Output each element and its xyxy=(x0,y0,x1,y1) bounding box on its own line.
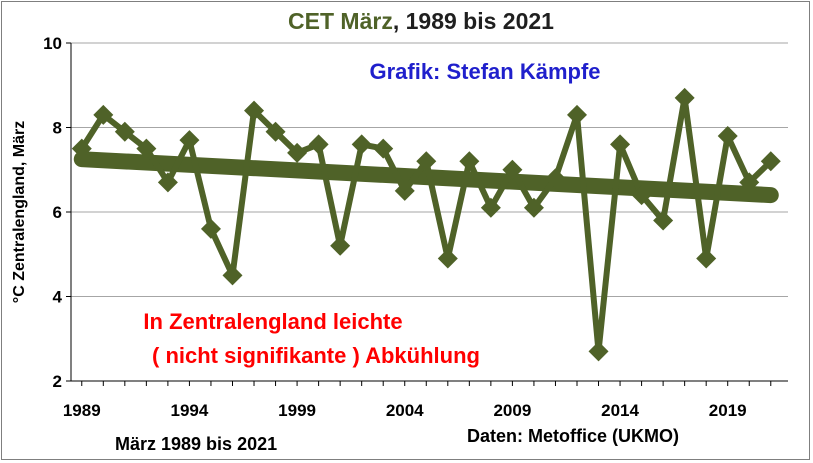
data-point-2014 xyxy=(610,134,631,155)
data-point-1995 xyxy=(200,218,221,239)
data-point-2004 xyxy=(394,180,415,201)
grid-lines xyxy=(66,42,788,382)
y-tick-labels: 2 4 6 8 10 xyxy=(43,34,62,391)
data-point-2005 xyxy=(416,151,437,172)
x-tick-labels: 1989 1994 1999 2004 2009 2014 2019 xyxy=(63,401,747,420)
data-point-2015 xyxy=(631,185,652,206)
y-axis-label: °C Zentralengland, März xyxy=(11,121,28,303)
credit-annotation: Grafik: Stefan Kämpfe xyxy=(369,59,600,84)
data-point-2017 xyxy=(674,87,695,108)
y-tick-label-10: 10 xyxy=(43,34,62,53)
data-point-2020 xyxy=(739,172,760,193)
data-point-2012 xyxy=(566,104,587,125)
data-point-2016 xyxy=(653,210,674,231)
data-point-1989 xyxy=(71,138,92,159)
data-point-1990 xyxy=(93,104,114,125)
data-point-2009 xyxy=(502,159,523,180)
data-point-1996 xyxy=(222,265,243,286)
data-point-2008 xyxy=(480,197,501,218)
data-point-1993 xyxy=(157,172,178,193)
data-point-2013 xyxy=(588,341,609,362)
data-point-1997 xyxy=(244,100,265,121)
series-group xyxy=(71,87,781,362)
data-point-2021 xyxy=(760,151,781,172)
data-point-2018 xyxy=(696,248,717,269)
x-tick-label-2004: 2004 xyxy=(386,401,424,420)
data-point-1998 xyxy=(265,121,286,142)
chart-title-rest: , 1989 bis 2021 xyxy=(393,8,554,34)
footer-source: Daten: Metoffice (UKMO) xyxy=(467,426,679,446)
x-tick-label-1999: 1999 xyxy=(278,401,316,420)
data-point-2010 xyxy=(523,197,544,218)
axes xyxy=(70,43,788,386)
data-point-2000 xyxy=(308,134,329,155)
x-tick-label-1994: 1994 xyxy=(171,401,209,420)
data-point-2011 xyxy=(545,168,566,189)
chart-title-colored: CET März xyxy=(288,8,393,34)
data-point-2002 xyxy=(351,134,372,155)
data-point-2001 xyxy=(330,235,351,256)
data-point-2003 xyxy=(373,138,394,159)
data-point-2007 xyxy=(459,151,480,172)
x-tick-label-2019: 2019 xyxy=(709,401,747,420)
data-point-1992 xyxy=(136,138,157,159)
data-point-1994 xyxy=(179,130,200,151)
y-tick-label-8: 8 xyxy=(53,119,62,138)
x-tick-label-1989: 1989 xyxy=(63,401,101,420)
y-tick-label-6: 6 xyxy=(53,203,62,222)
y-tick-label-2: 2 xyxy=(53,372,62,391)
y-tick-label-4: 4 xyxy=(53,288,63,307)
data-point-2006 xyxy=(437,248,458,269)
conclusion-line-1: In Zentralengland leichte xyxy=(143,309,402,334)
footer-period: März 1989 bis 2021 xyxy=(115,434,277,454)
conclusion-line-2: ( nicht signifikante ) Abkühlung xyxy=(152,343,480,368)
x-tick-label-2014: 2014 xyxy=(601,401,639,420)
data-point-1999 xyxy=(287,142,308,163)
chart-title: CET März, 1989 bis 2021 xyxy=(288,8,554,34)
x-tick-label-2009: 2009 xyxy=(493,401,531,420)
data-point-1991 xyxy=(114,121,135,142)
data-point-2019 xyxy=(717,125,738,146)
